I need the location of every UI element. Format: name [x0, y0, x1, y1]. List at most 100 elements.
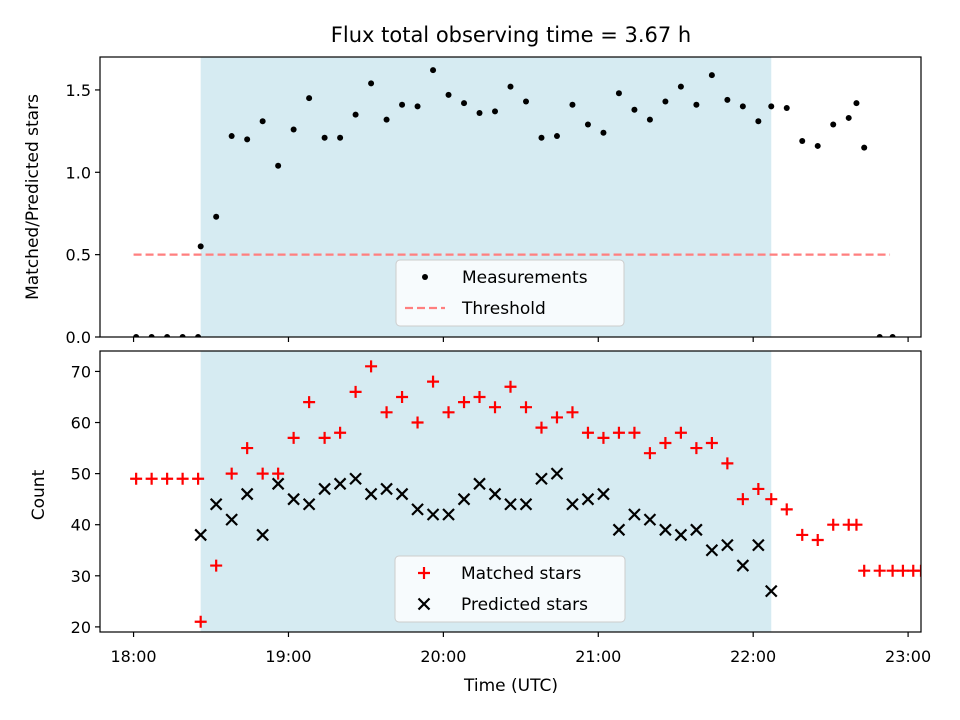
matched-star-marker: [225, 467, 238, 480]
measurement-point: [337, 134, 344, 141]
predicted-star-marker: [535, 472, 548, 486]
matched-star-marker: [765, 493, 778, 506]
top-y-axis-label: Matched/Predicted stars: [23, 94, 43, 300]
matched-star-marker: [176, 472, 189, 485]
predicted-star-marker: [550, 467, 564, 480]
bottom-panel: 20 30 40 50 60 70 18:00 19:00 20:00 21:00 22:00 23:…: [71, 350, 931, 666]
measurement-point: [445, 91, 452, 98]
measurement-point: [553, 133, 560, 140]
matched-star-marker: [192, 472, 205, 485]
predicted-star-marker: [318, 482, 331, 496]
matched-star-marker: [674, 426, 687, 439]
measurement-point: [783, 105, 790, 112]
measurement-point: [830, 121, 837, 128]
measurement-point: [228, 133, 235, 140]
y-tick-label: 50: [71, 465, 91, 484]
matched-star-marker: [628, 426, 641, 439]
predicted-star-marker: [395, 487, 409, 501]
matched-star-marker: [504, 380, 517, 393]
matched-star-marker: [411, 416, 424, 429]
measurement-point: [584, 121, 591, 128]
predicted-star-marker: [705, 543, 719, 557]
measurement-point: [179, 334, 186, 337]
measurement-point: [399, 101, 406, 108]
predicted-star-marker: [674, 528, 688, 542]
measurement-point: [507, 83, 514, 90]
measurement-point: [133, 334, 140, 337]
measurement-point: [244, 136, 251, 143]
measurement-point: [290, 126, 297, 133]
predicted-star-marker: [442, 508, 455, 521]
legend-marker-measurement: [422, 274, 428, 280]
legend-label: Predicted stars: [461, 595, 588, 615]
matched-star-marker: [705, 436, 718, 449]
measurement-point: [845, 114, 852, 121]
predicted-star-marker: [504, 497, 517, 511]
y-tick-label: 0.5: [66, 246, 91, 265]
matched-star-marker: [535, 421, 548, 434]
predicted-star-marker: [690, 523, 703, 537]
matched-star-marker: [690, 442, 703, 455]
predicted-star-marker: [597, 487, 610, 501]
measurement-point: [569, 101, 576, 108]
predicted-star-marker: [256, 528, 269, 542]
matched-star-marker: [458, 396, 471, 409]
predicted-star-marker: [457, 492, 471, 506]
measurement-point: [799, 138, 806, 144]
matched-star-marker: [349, 385, 362, 398]
matched-star-marker: [303, 396, 316, 409]
x-tick-label: 18:00: [111, 647, 157, 666]
matched-star-marker: [380, 406, 393, 419]
measurement-point: [889, 334, 896, 337]
predicted-star-marker: [426, 508, 440, 521]
predicted-star-marker: [209, 497, 223, 511]
measurement-point: [853, 100, 860, 107]
x-tick-label: 19:00: [265, 647, 311, 666]
matched-star-marker: [643, 447, 656, 460]
matched-star-marker: [210, 559, 223, 572]
legend-label: Measurements: [462, 268, 588, 288]
measurement-point: [768, 103, 775, 110]
predicted-star-marker: [566, 497, 579, 511]
predicted-star-marker: [225, 513, 238, 526]
predicted-star-marker: [581, 492, 595, 506]
predicted-star-marker: [380, 482, 393, 496]
measurement-point: [708, 72, 715, 79]
measurement-point: [538, 134, 545, 141]
measurement-point: [430, 67, 437, 74]
x-tick-label: 20:00: [420, 647, 466, 666]
measurement-point: [368, 80, 375, 87]
measurement-point: [352, 111, 359, 118]
matched-star-marker: [736, 493, 749, 506]
predicted-star-marker: [473, 477, 486, 491]
y-tick-label: 30: [71, 567, 91, 586]
measurement-point: [461, 100, 468, 107]
matched-star-marker: [241, 442, 254, 455]
measurement-point: [492, 108, 499, 115]
matched-star-marker: [896, 564, 909, 577]
figure-title: Flux total observing time = 3.67 h: [331, 23, 691, 47]
predicted-star-marker: [333, 477, 347, 491]
matched-star-marker: [287, 431, 300, 444]
predicted-star-marker: [752, 538, 765, 552]
matched-star-marker: [365, 360, 378, 373]
predicted-star-marker: [659, 523, 672, 537]
predicted-star-marker: [271, 477, 285, 491]
matched-star-marker: [427, 375, 440, 388]
matched-star-marker: [796, 528, 809, 541]
measurement-point: [755, 118, 762, 125]
measurement-point: [600, 129, 607, 136]
plot-area-1: [130, 351, 921, 632]
matched-star-marker: [858, 564, 871, 577]
matched-star-marker: [396, 390, 409, 403]
y-tick-label: 20: [71, 618, 91, 637]
matched-star-marker: [780, 503, 793, 516]
matched-star-marker: [194, 615, 207, 628]
measurement-point: [631, 106, 638, 113]
matched-star-marker: [256, 467, 269, 480]
y-tick-label: 1.0: [66, 163, 91, 182]
matched-star-marker: [334, 426, 347, 439]
predicted-star-marker: [612, 523, 626, 537]
matched-star-marker: [850, 518, 863, 531]
predicted-star-marker: [240, 487, 254, 501]
